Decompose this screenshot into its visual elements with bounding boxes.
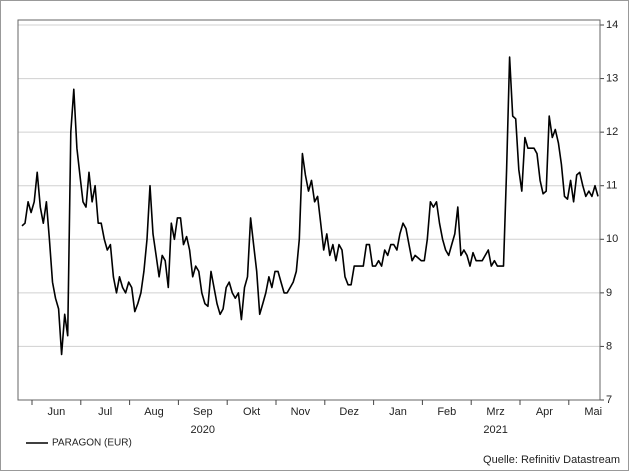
year-label: 2021 bbox=[483, 424, 507, 436]
series-line bbox=[21, 56, 599, 356]
x-tick-label: Nov bbox=[291, 406, 311, 418]
x-tick-label: Sep bbox=[193, 406, 213, 418]
x-tick-label: Dez bbox=[339, 406, 359, 418]
year-label: 2020 bbox=[191, 424, 215, 436]
y-tick-label: 9 bbox=[606, 287, 612, 299]
y-tick-label: 10 bbox=[606, 233, 618, 245]
y-tick-label: 11 bbox=[606, 180, 617, 192]
source: Quelle: Refinitiv Datastream bbox=[483, 454, 620, 466]
x-tick-label: Mrz bbox=[486, 406, 504, 418]
x-tick-label: Jun bbox=[48, 406, 66, 418]
x-tick-label: Jul bbox=[98, 406, 112, 418]
x-tick-label: Okt bbox=[243, 406, 260, 418]
x-tick-label: Feb bbox=[437, 406, 456, 418]
x-tick-label: Mai bbox=[584, 406, 602, 418]
y-tick-label: 13 bbox=[606, 72, 618, 84]
y-tick-label: 8 bbox=[606, 340, 612, 352]
y-tick-label: 12 bbox=[606, 126, 618, 138]
x-tick-label: Apr bbox=[536, 406, 553, 418]
x-tick-label: Aug bbox=[144, 406, 164, 418]
y-tick-label: 14 bbox=[606, 19, 618, 31]
plot-area bbox=[17, 19, 601, 401]
y-tick-label: 7 bbox=[606, 394, 612, 406]
x-tick-label: Jan bbox=[389, 406, 407, 418]
legend-label: PARAGON (EUR) bbox=[52, 438, 132, 449]
